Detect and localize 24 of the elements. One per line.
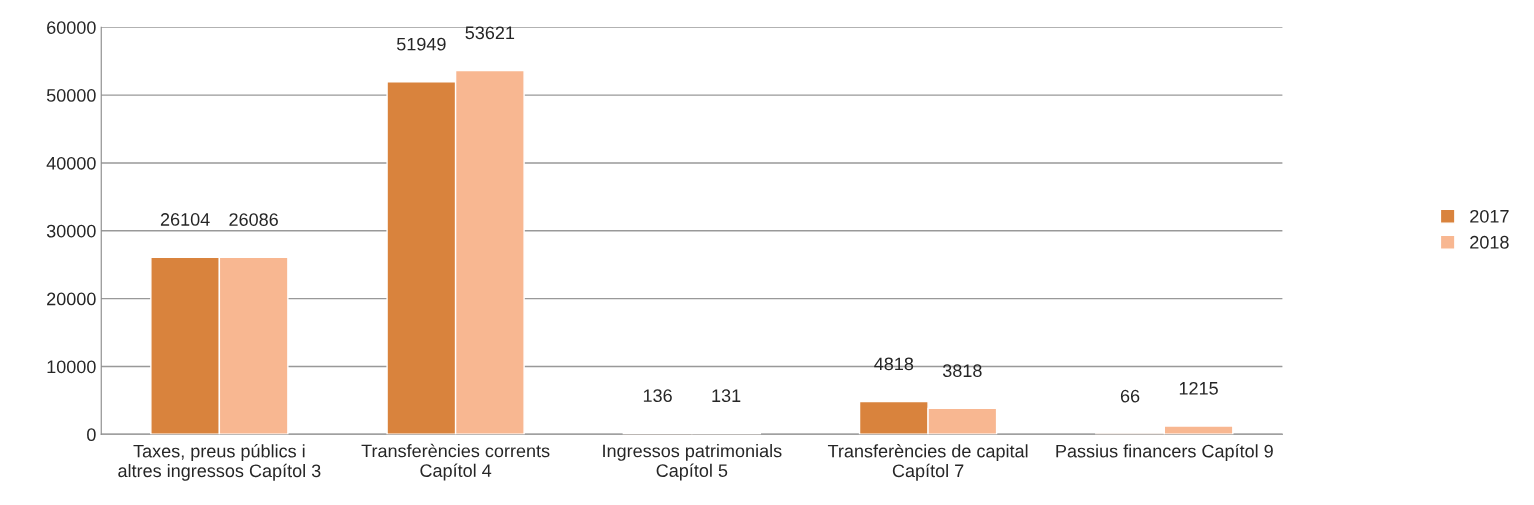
legend-label: 2018 [1470,235,1509,249]
data-label: 1215 [1179,381,1218,395]
data-label: 4818 [874,357,914,371]
y-tick-label: 60000 [47,21,96,34]
x-tick-label: Transferències de capital Capítol 7 [827,444,1028,481]
x-tick-label: Ingressos patrimonials Capítol 5 [603,444,782,481]
data-label: 53621 [465,26,515,40]
x-tick-label: Transferències corrents Capítol 4 [361,443,550,481]
data-label: 66 [1120,389,1140,403]
y-tick-label: 40000 [46,156,96,170]
data-label: 136 [643,389,672,403]
y-tick-label: 30000 [46,224,96,238]
y-tick-label: 10000 [47,360,96,374]
data-label: 26104 [160,213,210,226]
y-tick-label: 50000 [46,89,96,102]
data-label: 3818 [942,364,982,378]
data-label: 26086 [229,213,278,226]
x-tick-label: Passius financers Capítol 9 [1056,444,1273,462]
y-tick-label: 0 [87,428,96,442]
data-label: 131 [712,389,741,403]
data-label: 51949 [396,37,446,51]
x-tick-label: Taxes, preus públics i altres ingressos Capítol 3 [118,444,321,481]
y-tick-label: 20000 [47,292,96,306]
legend-label: 2017 [1470,209,1509,223]
